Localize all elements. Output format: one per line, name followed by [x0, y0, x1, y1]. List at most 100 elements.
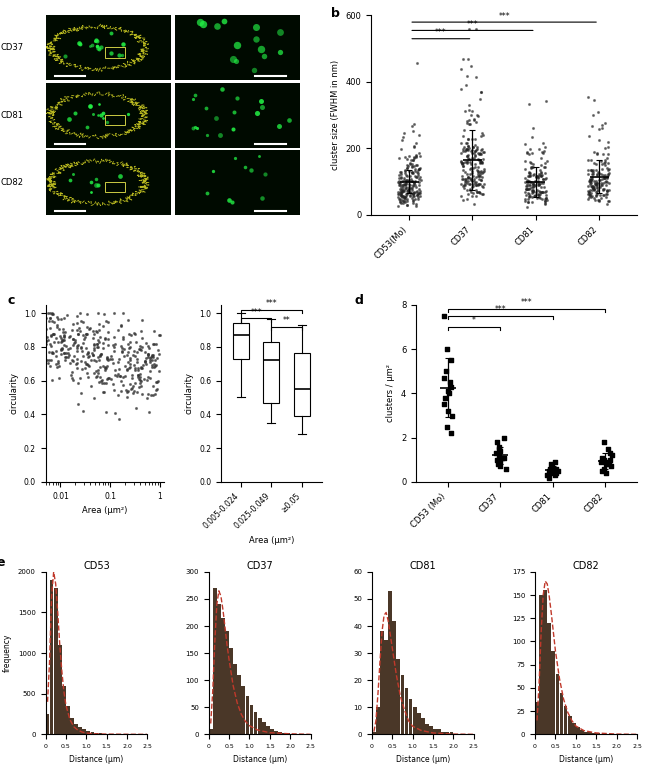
Point: [409, 177, 419, 189]
Point: [104, 372, 114, 384]
Point: [530, 186, 541, 199]
Point: [72, 324, 82, 336]
Point: [123, 314, 133, 326]
Y-axis label: cluster size (FWHM in nm): cluster size (FWHM in nm): [331, 60, 340, 170]
Point: [51, 345, 61, 357]
Point: [283, 114, 294, 126]
Point: [400, 166, 410, 179]
Point: [458, 160, 468, 172]
Point: [106, 27, 116, 39]
Point: [57, 323, 68, 335]
Point: [256, 100, 266, 113]
Point: [58, 333, 68, 346]
Point: [466, 158, 476, 170]
Point: [397, 135, 408, 147]
Point: [415, 162, 425, 174]
Point: [587, 165, 597, 177]
Point: [408, 186, 418, 199]
Point: [103, 316, 113, 329]
Point: [470, 138, 480, 151]
Text: ***: ***: [265, 299, 277, 308]
Point: [527, 185, 538, 197]
Point: [585, 175, 595, 187]
Point: [456, 147, 467, 159]
Point: [458, 194, 468, 206]
Point: [597, 148, 608, 161]
Point: [602, 184, 612, 196]
Point: [144, 353, 155, 366]
Point: [411, 159, 421, 172]
Point: [411, 171, 421, 183]
Point: [585, 175, 595, 188]
Point: [524, 167, 534, 179]
Bar: [421, 718, 424, 734]
Point: [462, 169, 473, 181]
Point: [476, 155, 487, 168]
Bar: [217, 604, 221, 734]
Point: [402, 162, 412, 174]
Point: [475, 148, 486, 160]
Point: [396, 182, 407, 195]
Point: [93, 367, 103, 380]
Point: [473, 147, 483, 159]
Text: c: c: [8, 294, 15, 307]
Point: [137, 314, 148, 326]
Point: [462, 114, 472, 127]
Point: [140, 352, 151, 364]
Point: [93, 341, 103, 353]
Point: [100, 362, 110, 374]
Point: [465, 172, 476, 185]
Point: [66, 369, 76, 381]
Point: [540, 161, 550, 173]
Point: [86, 186, 96, 198]
Point: [67, 354, 77, 366]
Point: [602, 188, 612, 200]
Point: [458, 159, 468, 172]
Bar: [233, 664, 237, 734]
Bar: [535, 702, 539, 734]
Point: [136, 332, 147, 344]
Point: [198, 19, 209, 31]
Point: [224, 193, 235, 206]
Point: [603, 136, 613, 148]
Point: [459, 179, 469, 191]
Point: [462, 189, 473, 201]
Point: [534, 179, 545, 191]
Point: [102, 325, 112, 338]
Point: [125, 353, 136, 366]
Point: [124, 342, 135, 355]
Bar: [237, 675, 241, 734]
Point: [476, 148, 486, 160]
Point: [458, 130, 469, 142]
Point: [413, 188, 423, 200]
Point: [42, 353, 52, 366]
Point: [124, 328, 134, 340]
Point: [462, 137, 472, 149]
Point: [404, 186, 415, 199]
Point: [471, 164, 482, 176]
Point: [534, 185, 544, 197]
Point: [88, 332, 98, 345]
Point: [540, 195, 551, 207]
Point: [75, 38, 85, 50]
Point: [591, 186, 601, 198]
Point: [456, 173, 467, 186]
Point: [534, 168, 544, 180]
Point: [409, 177, 419, 189]
Point: [413, 164, 424, 176]
Point: [465, 183, 475, 196]
Point: [79, 356, 90, 368]
Point: [394, 152, 404, 164]
Point: [90, 173, 101, 186]
Point: [540, 196, 550, 209]
Point: [602, 185, 612, 197]
Point: [394, 179, 404, 191]
Point: [446, 354, 456, 366]
Point: [103, 372, 113, 384]
Point: [96, 376, 107, 389]
Point: [148, 389, 159, 401]
Point: [551, 467, 561, 479]
Point: [462, 150, 473, 162]
Point: [601, 458, 611, 471]
Point: [408, 197, 419, 209]
